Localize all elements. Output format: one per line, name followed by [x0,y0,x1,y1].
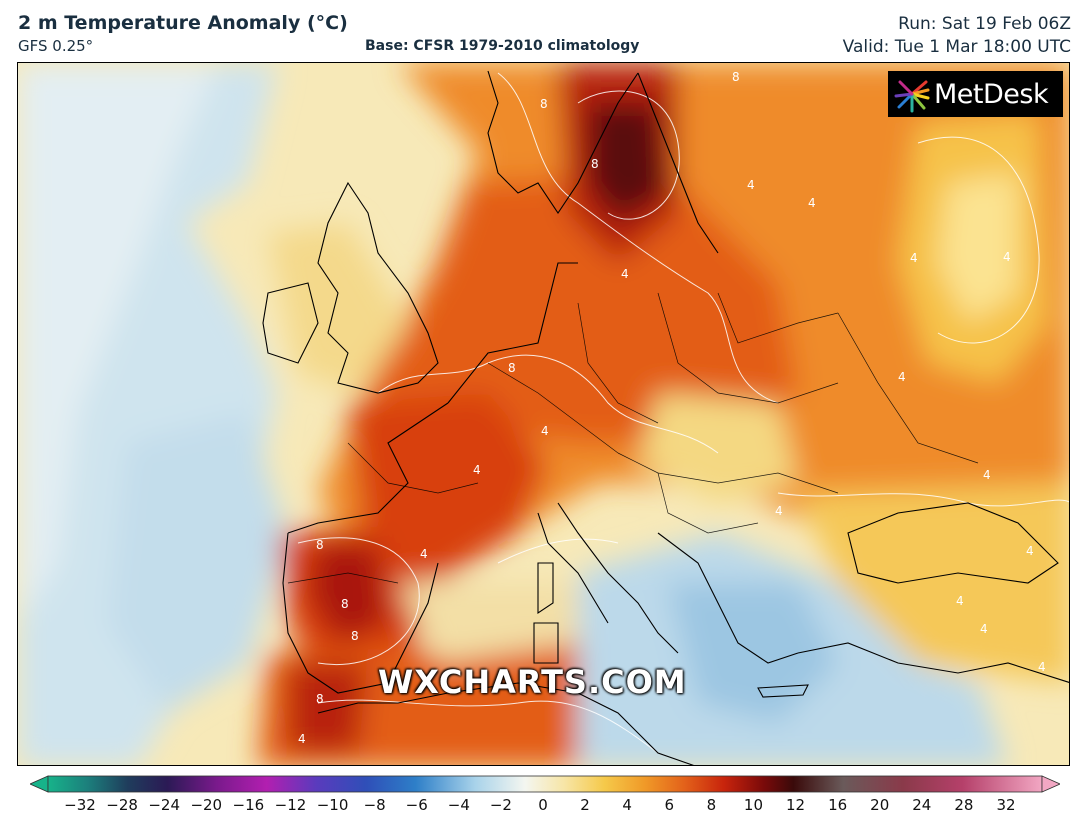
contour-label: 4 [473,463,481,477]
colorbar-tick-label: 0 [538,796,548,814]
colorbar-tick-label: 24 [912,796,932,814]
contour-label: 4 [898,370,906,384]
contour-label: 4 [775,504,783,518]
model-label: GFS 0.25° [18,37,94,55]
colorbar-tick-label: −6 [405,796,428,814]
contour-label: 4 [808,196,816,210]
colorbar-tick-label: 32 [996,796,1016,814]
metdesk-logo-icon [894,80,930,113]
coastlines [262,70,1069,765]
map-canvas: 8 8 8 4 4 4 4 4 8 4 4 4 4 8 8 8 4 8 4 4 … [18,63,1069,765]
contour-label: 8 [316,538,324,552]
colorbar-tick-label: −2 [489,796,512,814]
colorbar-tick-label: −24 [148,796,180,814]
colorbar-min-arrow [30,775,49,793]
valid-time-label: Valid: Tue 1 Mar 18:00 UTC [842,37,1071,57]
contour-label: 4 [298,732,306,746]
contour-label: 8 [591,157,599,171]
colorbar-tick-label: 6 [664,796,675,814]
anomaly-map: 8 8 8 4 4 4 4 4 8 4 4 4 4 8 8 8 4 8 4 4 … [17,62,1070,766]
colorbar-gradient [47,775,1043,793]
contour-label: 4 [1038,660,1046,674]
colorbar [30,775,1060,793]
country-borders [287,292,979,584]
colorbar-tick-label: 28 [954,796,974,814]
colorbar-tick-labels: −32 −28 −24 −20 −16 −12 −10 −8 −6 −4 −2 0 2 4 6 8 10 12 16… [0,796,1088,818]
colorbar-max-arrow [1041,775,1060,793]
metdesk-logo: MetDesk [888,71,1063,117]
colorbar-tick-label: 4 [622,796,632,814]
colorbar-tick-label: 12 [785,796,806,814]
colorbar-tick-label: −12 [274,796,307,814]
contour-label: 8 [341,597,349,611]
contour-label: 4 [420,547,428,561]
colorbar-tick-label: 20 [870,796,890,814]
colorbar-tick-label: −32 [64,796,96,814]
contour-label: 4 [747,178,755,192]
contour-label: 4 [1003,250,1011,264]
contour-label: 4 [956,594,964,608]
colorbar-tick-label: −28 [106,796,138,814]
colorbar-tick-label: −4 [447,796,470,814]
climatology-base-label: Base: CFSR 1979-2010 climatology [365,38,640,54]
contour-label: 4 [983,468,991,482]
colorbar-tick-label: −10 [316,796,349,814]
contour-label: 4 [910,251,918,265]
contour-label: 8 [508,361,516,375]
contour-label: 4 [541,424,549,438]
contour-label: 4 [980,622,988,636]
run-time-label: Run: Sat 19 Feb 06Z [898,14,1071,34]
contour-label: 4 [621,267,629,281]
colorbar-tick-label: −8 [363,796,386,814]
contour-lines [297,72,1069,754]
chart-title: 2 m Temperature Anomaly (°C) [18,12,348,34]
anomaly-field [18,63,1069,765]
colorbar-tick-label: 2 [580,796,590,814]
colorbar-tick-label: 10 [743,796,763,814]
colorbar-tick-label: −16 [232,796,265,814]
contour-label: 8 [316,692,324,706]
contour-label: 4 [1026,544,1034,558]
contour-value-labels: 8 8 8 4 4 4 4 4 8 4 4 4 4 8 8 8 4 8 4 4 … [298,70,1046,746]
wxcharts-watermark: WXCHARTS.COM [378,663,687,701]
colorbar-tick-label: 16 [828,796,848,814]
contour-label: 8 [351,629,359,643]
metdesk-logo-text: MetDesk [934,78,1049,110]
contour-label: 8 [540,97,548,111]
contour-label: 8 [732,70,740,84]
colorbar-tick-label: 8 [706,796,717,814]
colorbar-tick-label: −20 [190,796,223,814]
